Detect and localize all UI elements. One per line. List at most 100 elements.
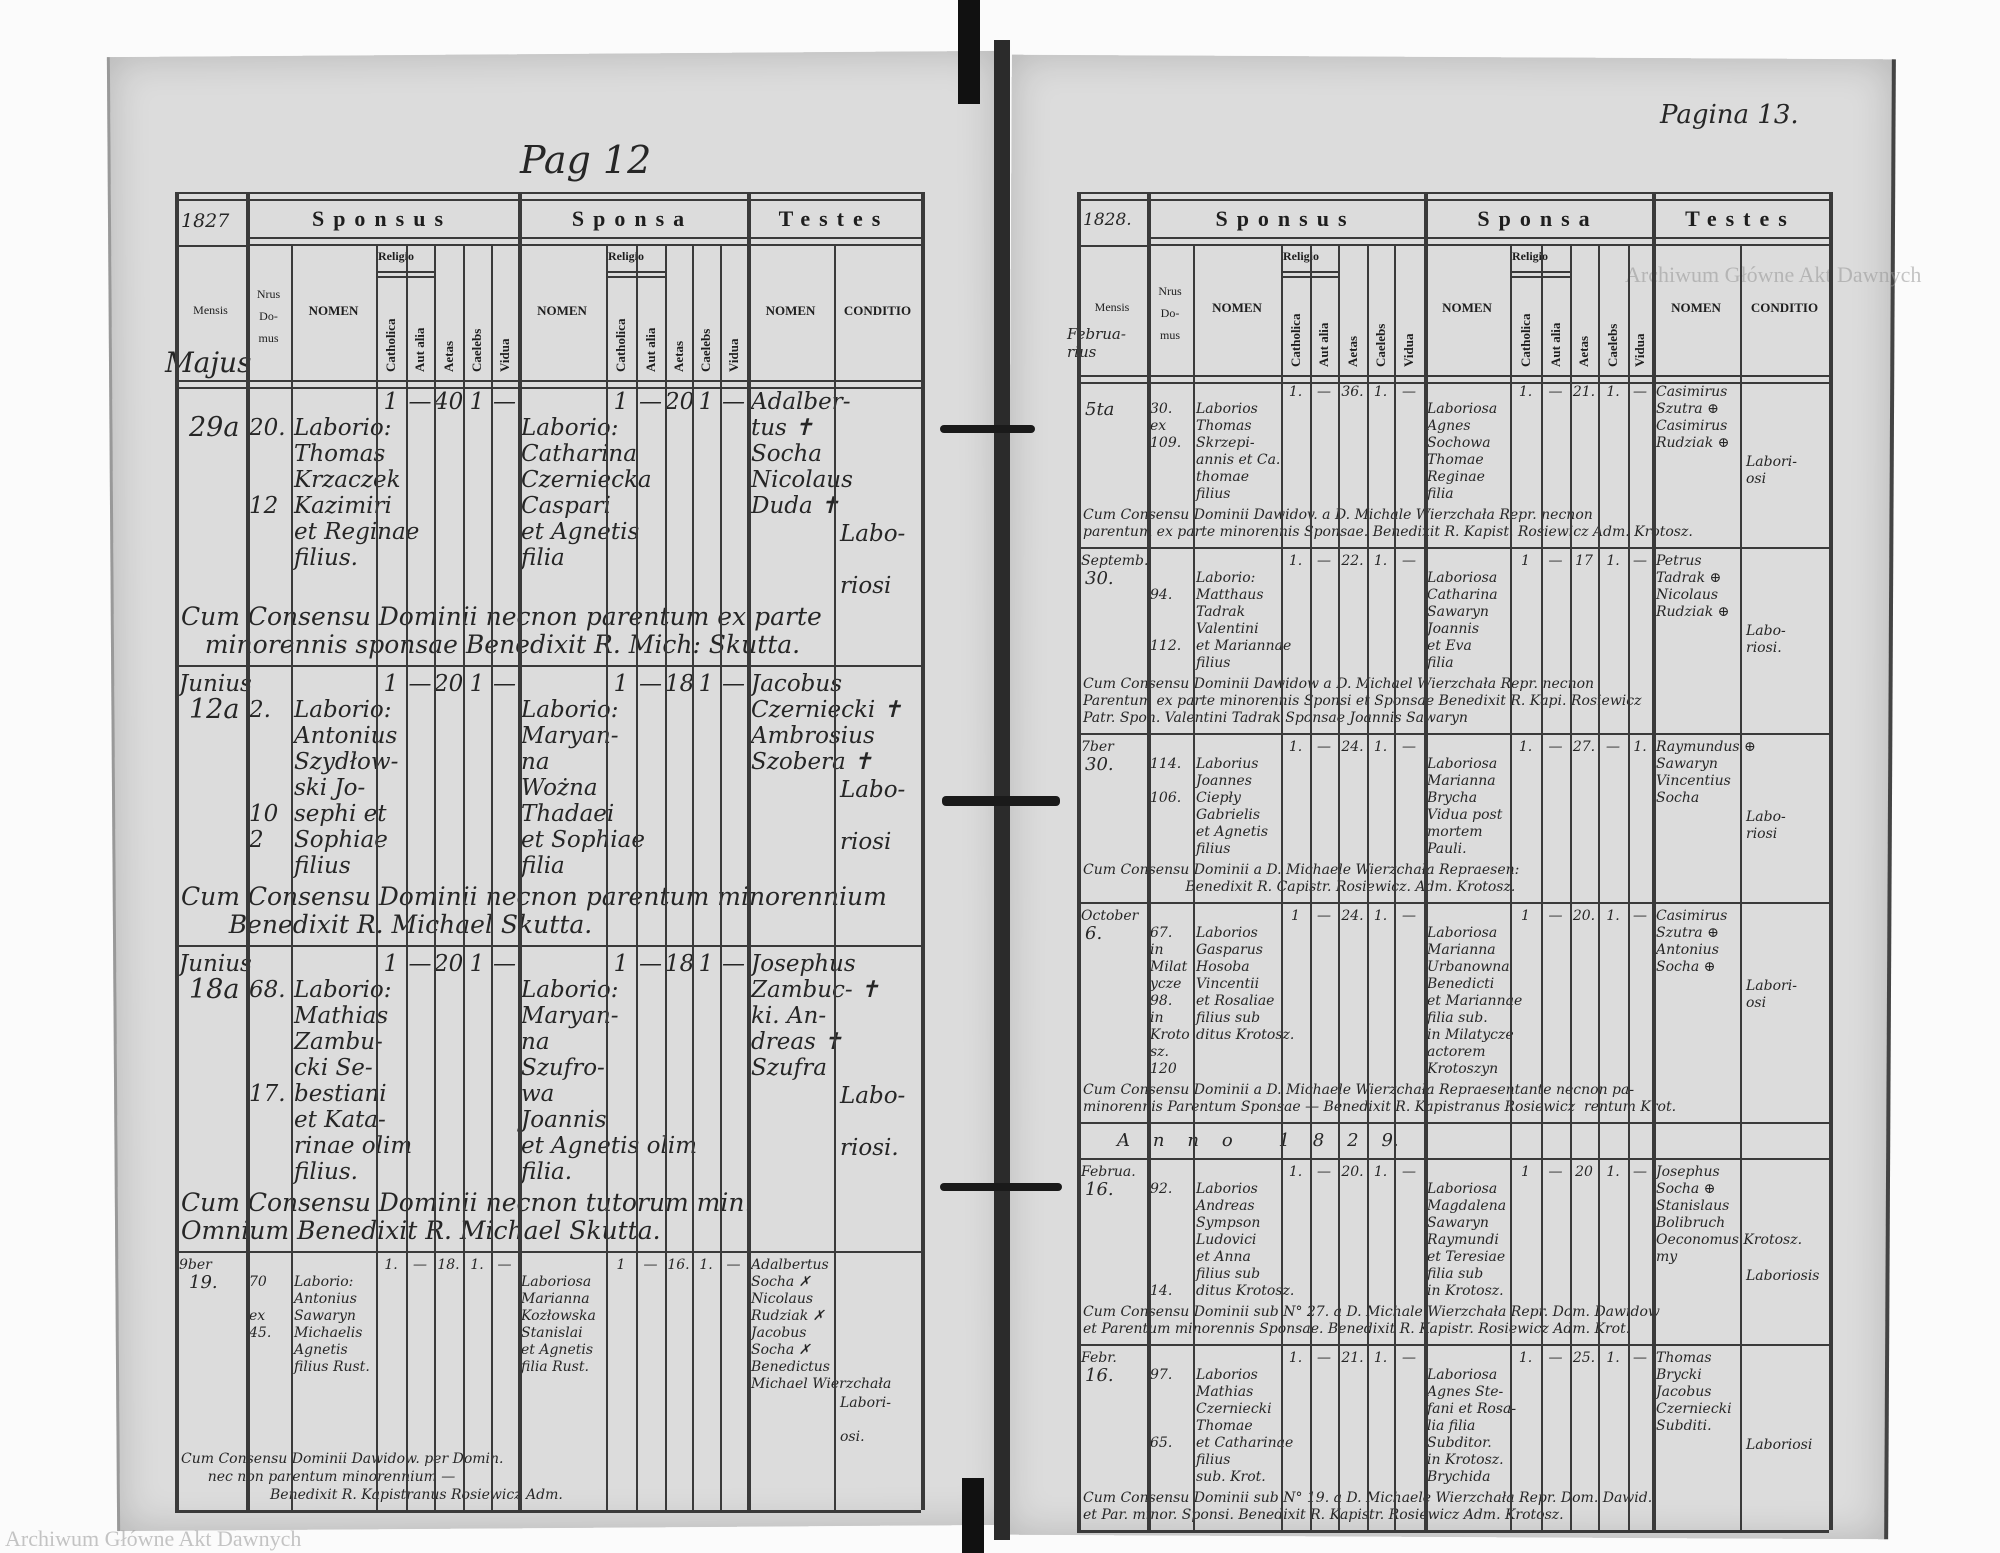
sponsa-aut-alia: — (1548, 908, 1563, 924)
header-vidua: Vidua (725, 338, 741, 372)
sponsus-vidua: — (1402, 1164, 1416, 1180)
entry-house-number: 20. 12 (249, 415, 286, 519)
witness-condition: Labo- riosi (1746, 809, 1786, 842)
column-rule (1077, 192, 1081, 1530)
sponsus-vidua: — (1402, 553, 1416, 569)
header-caelebs: Caelebs (1372, 323, 1388, 367)
column-rule (606, 245, 608, 1510)
sponsa-aut-alia: — (639, 951, 662, 977)
sponsus-caelebs: 1. (1373, 553, 1388, 569)
sponsa-aut-alia: — (1548, 1350, 1563, 1366)
witness-condition: Labo- riosi. (1746, 623, 1786, 656)
header-mensis: Mensis (1094, 300, 1130, 314)
entry-month: 7ber (1081, 739, 1114, 755)
column-rule (518, 192, 522, 1510)
row-separator (1077, 547, 1829, 549)
column-rule (1829, 192, 1833, 1530)
column-rule (491, 245, 493, 1510)
sponsus-name: Laborio: Matthaus Tadrak Valentini et Ma… (1196, 570, 1292, 671)
header-religio: Religio (608, 249, 644, 263)
sponsa-catholica: 1 (1521, 553, 1530, 569)
sponsus-name: Laborios Gasparus Hosoba Vincentii et Ro… (1196, 925, 1295, 1043)
column-rule (921, 192, 925, 1510)
column-rule (1652, 192, 1656, 1530)
column-rule (665, 245, 667, 1510)
witness-condition: Labori- osi. (840, 1395, 891, 1445)
header-aetas: Aetas (1576, 335, 1591, 367)
religio-rule (376, 271, 434, 278)
header-catholica: Catholica (1517, 313, 1533, 367)
consent-remark: Cum Consensu Dominii Dawidow a D. Michae… (1083, 676, 1642, 726)
consent-remark: Cum Consensu Dominii necnon tutorum min.… (181, 1188, 753, 1245)
sponsus-caelebs: 1. (1373, 1350, 1388, 1366)
column-rule (692, 245, 694, 1510)
sponsa-caelebs: 1. (1606, 1164, 1620, 1180)
sponsa-name: Laboriosa Agnes Ste- fani et Rosa- lia f… (1427, 1367, 1517, 1485)
consent-remark: Cum Consensu Dominii Dawidow. per Domin.… (181, 1451, 563, 1503)
header-sponsa: Sponsa (1477, 206, 1599, 231)
row-separator (1077, 1158, 1829, 1160)
year-label: 1828. (1083, 210, 1132, 230)
header-group-rule (1147, 237, 1829, 246)
entry-day: 6. (1085, 923, 1103, 944)
entry-day: 29a (189, 412, 240, 443)
row-separator (175, 665, 921, 667)
sponsa-name: Laborio: Catharina Czerniecka Caspari et… (521, 415, 652, 571)
sponsus-aut-alia: — (1317, 908, 1331, 924)
sponsa-catholica: 1. (1518, 739, 1533, 755)
entry-month: Septemb. (1081, 553, 1149, 569)
sponsa-vidua: — (1633, 908, 1647, 924)
sponsa-name: Laboriosa Marianna Urbanowna Benedicti e… (1427, 925, 1523, 1077)
sponsa-vidua: — (1633, 1164, 1647, 1180)
header-nrus-domus: Nrus Do- mus (1158, 284, 1182, 342)
entry-house-number: 70 ex 45. (249, 1274, 272, 1341)
sponsa-aut-alia: — (639, 671, 662, 697)
sponsus-catholica: 1 (1291, 908, 1300, 924)
entry-house-number: 2. 102 (249, 697, 279, 853)
table-top-rule (175, 192, 921, 201)
sponsus-vidua: — (493, 389, 516, 415)
witnesses: Adalbertus Socha ✗ Nicolaus Rudziak ✗ Ja… (751, 1257, 892, 1392)
sponsus-aetas: 24. (1341, 739, 1364, 755)
consent-remark: Cum Consensu Dominii a D. Michaele Wierz… (1083, 1082, 1677, 1115)
sponsa-aetas: 25. (1572, 1350, 1596, 1366)
sponsus-catholica: 1. (1288, 739, 1303, 755)
sponsus-catholica: 1 (383, 389, 399, 415)
sponsa-aut-alia: — (1548, 739, 1563, 755)
header-caelebs: Caelebs (698, 328, 713, 372)
sponsus-catholica: 1. (1288, 1164, 1303, 1180)
sponsa-vidua: — (1633, 384, 1647, 400)
column-rule (747, 192, 751, 1510)
entry-day: 16. (1085, 1365, 1114, 1386)
sponsa-vidua: — (722, 951, 745, 977)
header-sponsus: Sponsus (1215, 206, 1356, 231)
year-rule (175, 245, 246, 247)
sponsa-catholica: 1 (613, 951, 629, 977)
sponsus-caelebs: 1 (469, 671, 485, 697)
entry-house-number: 94. 112. (1150, 587, 1182, 654)
entry-day: 19. (189, 1272, 218, 1293)
sponsus-vidua: — (493, 671, 516, 697)
sponsa-caelebs: — (1606, 739, 1620, 755)
column-rule (1193, 245, 1195, 1530)
sponsus-aut-alia: — (1317, 1350, 1331, 1366)
sponsa-name: Laboriosa Marianna Kozłowska Stanislai e… (521, 1274, 596, 1375)
column-rule (1424, 192, 1428, 1530)
sponsa-aetas: 21. (1572, 384, 1596, 400)
sponsus-aut-alia: — (408, 671, 432, 697)
header-nomen: NOMEN (1442, 300, 1492, 315)
header-sponsa: Sponsa (571, 206, 694, 231)
column-rule (1541, 245, 1543, 1530)
table-bottom-rule (1077, 1530, 1829, 1533)
sponsus-vidua: — (1402, 739, 1416, 755)
witnesses: Josephus Socha ⊕ Stanislaus Bolibruch Oe… (1656, 1164, 1803, 1265)
sponsa-aetas: 17 (1575, 553, 1593, 569)
sponsus-aetas: 22. (1341, 553, 1364, 569)
header-aut-alia: Aut alia (1316, 322, 1331, 367)
witnesses: Petrus Tadrak ⊕ Nicolaus Rudziak ⊕ (1656, 553, 1730, 620)
header-mensis: Mensis (193, 302, 228, 317)
year-label: 1827 (181, 210, 230, 232)
bookmark-ribbon-top (958, 0, 980, 104)
entry-day: 30. (1085, 568, 1114, 589)
sponsus-aut-alia: — (413, 1257, 427, 1273)
